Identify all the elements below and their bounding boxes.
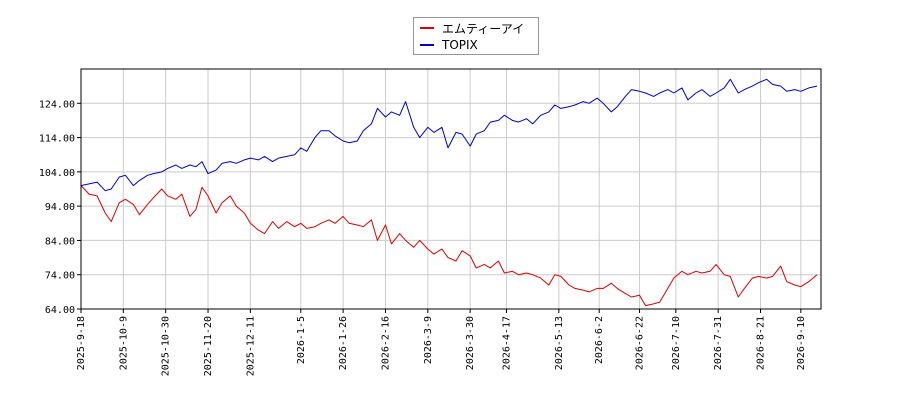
legend-swatch-mti <box>420 27 434 29</box>
y-tick-label: 104.00 <box>39 168 75 179</box>
x-tick-label: 2025-10-9 <box>118 316 129 370</box>
series-line-topix <box>80 78 818 192</box>
y-tick-label: 124.00 <box>39 99 75 110</box>
legend: エムティーアイ TOPIX <box>413 17 539 55</box>
y-tick-label: 64.00 <box>45 305 75 316</box>
series-line-mti <box>80 185 818 307</box>
x-tick-label: 2026-7-10 <box>671 316 682 370</box>
legend-item-topix: TOPIX <box>420 37 478 53</box>
x-tick-label: 2026-4-17 <box>501 316 512 370</box>
series-lines <box>80 78 818 307</box>
x-tick-label: 2026-1-26 <box>338 316 349 370</box>
x-tick-label: 2026-8-21 <box>756 316 767 370</box>
y-tick-label: 74.00 <box>45 271 75 282</box>
grid-lines <box>80 69 821 310</box>
legend-label-mti: エムティーアイ <box>442 21 525 36</box>
legend-swatch-topix <box>420 44 434 46</box>
x-tick-label: 2026-1-5 <box>296 316 307 364</box>
y-tick-label: 94.00 <box>45 202 75 213</box>
x-tick-label: 2026-9-10 <box>796 316 807 370</box>
x-tick-label: 2026-3-30 <box>465 316 476 370</box>
x-tick-label: 2025-12-11 <box>245 316 256 376</box>
x-tick-label: 2025-11-20 <box>203 316 214 376</box>
x-tick-label: 2026-5-13 <box>554 316 565 370</box>
x-tick-label: 2026-6-2 <box>594 316 605 364</box>
y-axis-ticks: 64.00 74.00 84.00 94.00 104.00 114.00 124.00 <box>39 99 81 316</box>
plot-area-frame <box>80 68 822 310</box>
x-tick-label: 2025-10-30 <box>161 316 172 376</box>
legend-item-mti: エムティーアイ <box>420 20 524 36</box>
legend-label-topix: TOPIX <box>442 38 478 52</box>
x-axis-ticks: 2025-9-18 2025-10-9 2025-10-30 2025-11-20 20… <box>76 309 807 376</box>
x-tick-label: 2026-6-22 <box>635 316 646 370</box>
x-tick-label: 2026-3-9 <box>423 316 434 364</box>
y-tick-label: 84.00 <box>45 236 75 247</box>
x-tick-label: 2026-2-16 <box>380 316 391 370</box>
y-tick-label: 114.00 <box>39 134 75 145</box>
x-tick-label: 2025-9-18 <box>76 316 87 370</box>
x-tick-label: 2026-7-31 <box>713 316 724 370</box>
